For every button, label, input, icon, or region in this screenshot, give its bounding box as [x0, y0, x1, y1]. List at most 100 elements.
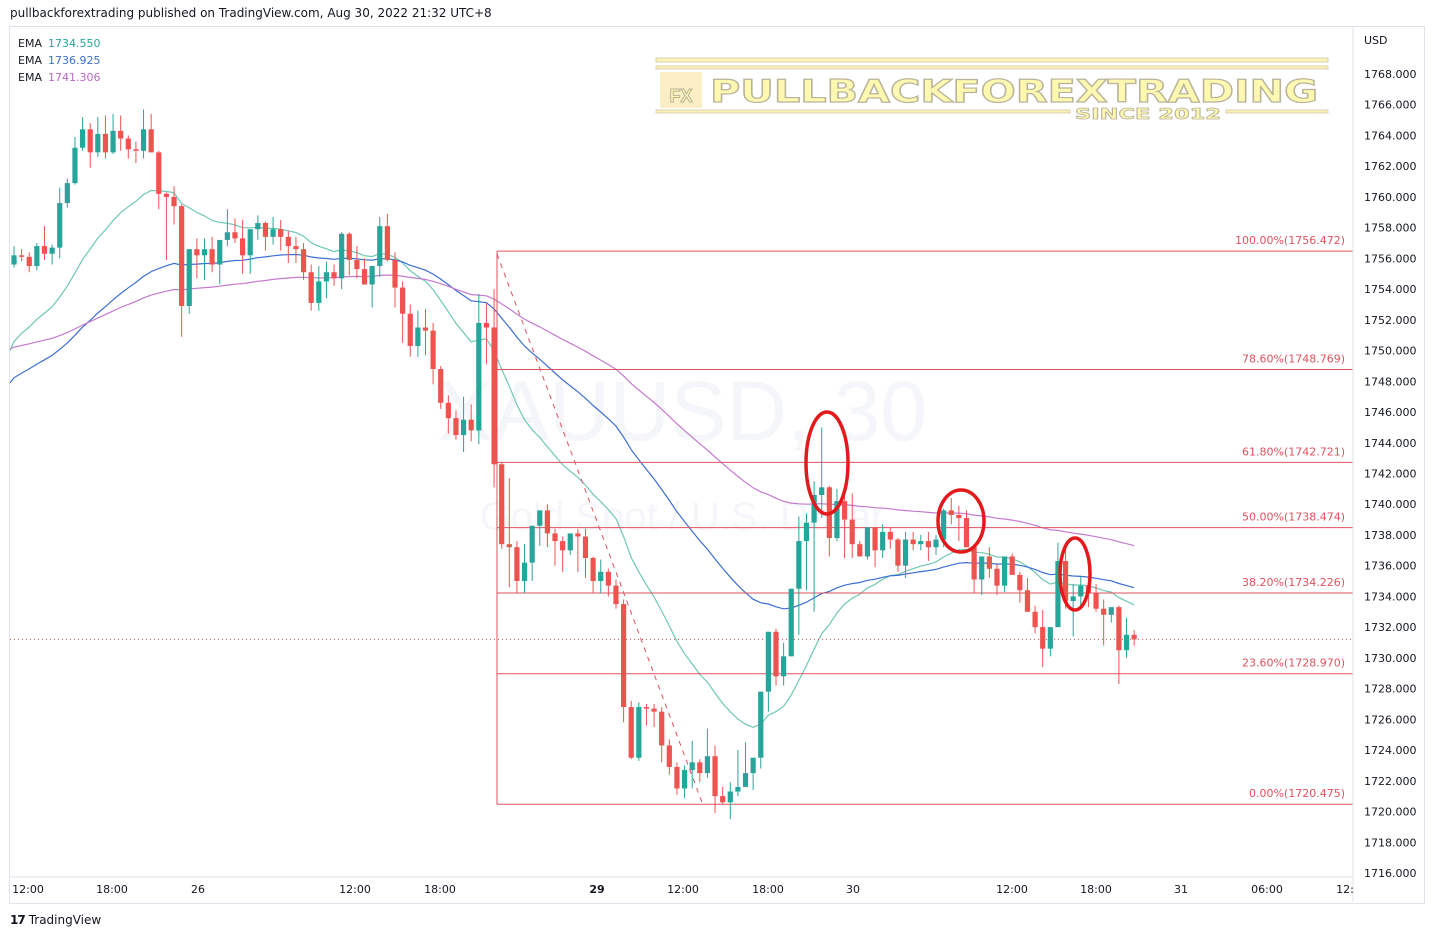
- price-tick: 1748.000: [1364, 375, 1417, 388]
- candle: [651, 708, 657, 712]
- svg-text:FX: FX: [669, 86, 692, 106]
- svg-text:SINCE 2012: SINCE 2012: [1075, 105, 1221, 123]
- candle: [400, 287, 406, 314]
- price-tick: 1756.000: [1364, 252, 1417, 265]
- price-tick: 1744.000: [1364, 437, 1417, 450]
- fib-level-label: 100.00%(1756.472): [1235, 234, 1345, 247]
- candle: [19, 255, 25, 257]
- candle: [643, 707, 650, 709]
- candle: [11, 255, 17, 265]
- time-tick: 06:00: [1251, 883, 1283, 896]
- candle: [331, 272, 337, 279]
- candle: [544, 510, 550, 534]
- candle: [506, 544, 512, 548]
- candle: [773, 631, 779, 677]
- price-tick: 1760.000: [1364, 191, 1417, 204]
- candle: [140, 129, 147, 151]
- legend-ema-3[interactable]: EMA 1741.306: [18, 71, 101, 84]
- fibonacci-retracement[interactable]: 100.00%(1756.472) 78.60%(1748.769) 61.80%(…: [496, 234, 1353, 805]
- candle: [1002, 556, 1008, 586]
- candle: [308, 272, 314, 303]
- price-tick: 1720.000: [1364, 806, 1417, 819]
- price-axis[interactable]: 1768.000 1766.000 1764.000 1762.000 1760.000…: [1364, 68, 1417, 880]
- price-tick: 1768.000: [1364, 68, 1417, 81]
- candle: [590, 557, 596, 582]
- price-tick: 1754.000: [1364, 283, 1417, 296]
- time-tick: 29: [589, 883, 604, 896]
- legend-ema-2[interactable]: EMA 1736.925: [18, 54, 101, 67]
- candle: [598, 571, 604, 582]
- candle: [918, 541, 924, 545]
- candle: [339, 233, 345, 279]
- candle: [499, 464, 505, 545]
- candle: [1078, 585, 1084, 597]
- price-tick: 1738.000: [1364, 529, 1417, 542]
- candle: [163, 193, 169, 197]
- time-tick: 30: [846, 883, 860, 896]
- candle: [125, 138, 131, 150]
- candle: [788, 588, 794, 657]
- candle: [483, 322, 490, 328]
- price-tick: 1742.000: [1364, 467, 1417, 480]
- candle: [582, 536, 589, 558]
- candle: [369, 266, 375, 285]
- candle: [811, 495, 817, 523]
- time-axis[interactable]: 12:00 18:00 26 12:00 18:00 29 12:00 18:00 30 12:0…: [12, 883, 1354, 896]
- price-tick: 1728.000: [1364, 683, 1417, 696]
- candle: [902, 539, 909, 566]
- candle: [87, 129, 93, 153]
- legend-ema-1[interactable]: EMA 1734.550: [18, 37, 101, 50]
- candle: [933, 539, 939, 548]
- candle: [849, 519, 855, 545]
- candle: [567, 533, 573, 551]
- candle: [1116, 607, 1122, 651]
- candle: [270, 229, 276, 237]
- candle: [57, 203, 63, 248]
- candle: [803, 522, 810, 542]
- ema-line: [9, 253, 1135, 610]
- candle: [430, 330, 436, 370]
- candle: [1024, 590, 1031, 612]
- price-tick: 1722.000: [1364, 775, 1417, 788]
- candle: [895, 539, 901, 566]
- time-tick: 18:00: [752, 883, 784, 896]
- price-tick: 1716.000: [1364, 867, 1417, 880]
- tradingview-footer[interactable]: 17 TradingView: [10, 913, 101, 927]
- time-tick: 12:00: [667, 883, 699, 896]
- price-tick: 1758.000: [1364, 222, 1417, 235]
- fib-trendline: [496, 253, 704, 806]
- candle: [887, 531, 893, 540]
- time-tick: 31: [1174, 883, 1188, 896]
- candle: [148, 129, 154, 153]
- candle: [689, 762, 695, 771]
- candle: [41, 246, 48, 254]
- ema-2-value: 1736.925: [47, 54, 101, 67]
- candle: [79, 129, 86, 148]
- candle: [1040, 627, 1046, 649]
- price-tick: 1764.000: [1364, 129, 1417, 142]
- candle: [735, 786, 741, 792]
- indicator-legend: EMA 1734.550 EMA 1736.925 EMA 1741.306: [18, 35, 100, 86]
- candle: [986, 556, 992, 569]
- candle: [636, 707, 642, 758]
- candle: [796, 541, 802, 589]
- candle: [1032, 611, 1038, 628]
- candle: [521, 562, 528, 582]
- candle: [956, 514, 962, 519]
- candle: [354, 259, 360, 270]
- ema-1-value: 1734.550: [47, 37, 101, 50]
- candle: [64, 183, 70, 204]
- candle: [872, 527, 878, 551]
- candle: [819, 487, 825, 496]
- fib-level-label: 38.20%(1734.226): [1242, 576, 1345, 589]
- tradingview-logo-icon: 17: [10, 913, 26, 927]
- candle: [232, 232, 238, 239]
- price-tick: 1732.000: [1364, 621, 1417, 634]
- candle: [377, 226, 383, 267]
- currency-label: USD: [1364, 34, 1388, 47]
- candle: [34, 246, 40, 267]
- candle: [1108, 607, 1114, 615]
- candle: [529, 525, 535, 563]
- time-tick: 12:00: [12, 883, 44, 896]
